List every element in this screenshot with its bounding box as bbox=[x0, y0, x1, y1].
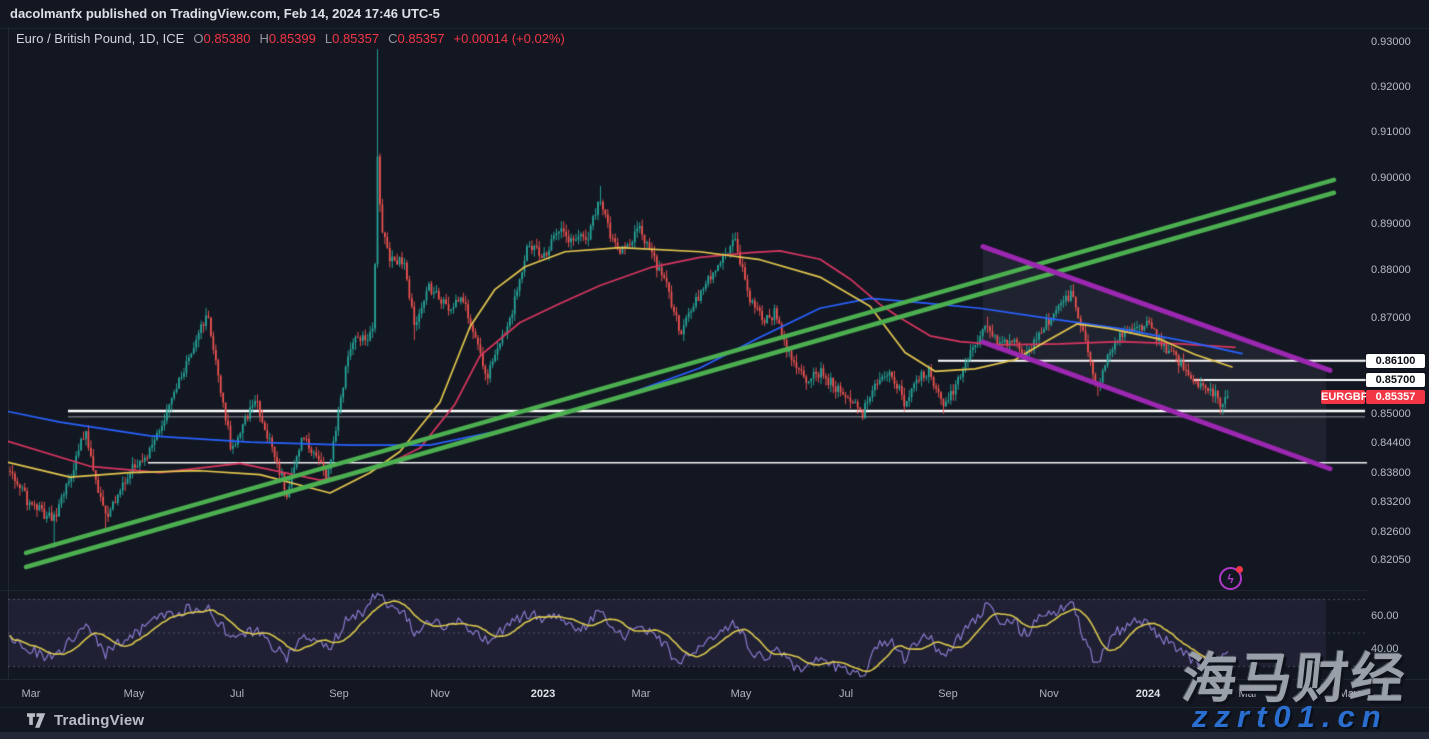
lightning-icon: ϟ bbox=[1227, 571, 1234, 586]
time-axis-label: May bbox=[730, 688, 752, 700]
resistance-price-label-2: 0.85700 bbox=[1366, 372, 1425, 387]
watermark-url: zzrt01.cn bbox=[1192, 699, 1388, 734]
price-axis-tick: 0.82600 bbox=[1371, 526, 1411, 539]
price-axis-tick: 0.82050 bbox=[1371, 553, 1411, 566]
price-axis-tick: 0.89000 bbox=[1371, 217, 1411, 230]
plot-left-border bbox=[8, 28, 9, 679]
tradingview-logo-icon bbox=[27, 713, 46, 728]
price-axis-tick: 0.92000 bbox=[1371, 80, 1411, 93]
time-axis-bottom-border bbox=[0, 707, 1429, 708]
time-axis-label: 2024 bbox=[1135, 688, 1161, 700]
time-axis-label: May bbox=[123, 688, 145, 700]
price-axis-tick: 0.93000 bbox=[1371, 36, 1411, 48]
price-axis-tick: 0.91000 bbox=[1371, 125, 1411, 138]
time-axis-label: Sep bbox=[329, 688, 349, 700]
ohlc-item: L0.85357 bbox=[324, 31, 380, 46]
tradingview-logo-text: TradingView bbox=[54, 712, 145, 729]
symbol-title[interactable]: Euro / British Pound, 1D, ICE bbox=[16, 31, 185, 46]
time-axis-label: Jul bbox=[229, 688, 245, 700]
ohlc-item: H0.85399 bbox=[259, 31, 316, 46]
time-axis-label: Mar bbox=[1238, 688, 1258, 700]
price-axis-tick: 0.90000 bbox=[1371, 171, 1411, 184]
price-axis-tick: 0.84400 bbox=[1371, 437, 1411, 450]
ohlc-item: C0.85357 bbox=[388, 31, 445, 46]
last-price-symbol-badge: EURGBP bbox=[1321, 389, 1369, 404]
time-axis-label: 2023 bbox=[530, 688, 556, 700]
bottom-strip bbox=[0, 732, 1429, 739]
time-axis-label: Nov bbox=[430, 688, 450, 700]
notification-dot-icon bbox=[1236, 566, 1243, 573]
time-axis-label: Jul bbox=[838, 688, 854, 700]
price-axis-tick: 0.87000 bbox=[1371, 311, 1411, 324]
price-axis-tick: 0.83800 bbox=[1371, 466, 1411, 479]
price-axis-tick: 0.83200 bbox=[1371, 496, 1411, 509]
time-axis-label: Sep bbox=[938, 688, 958, 700]
ohlc-values: O0.85380 H0.85399 L0.85357 C0.85357 bbox=[193, 31, 444, 46]
last-price-badge: 0.85357 bbox=[1366, 389, 1425, 404]
resistance-price-label-1: 0.86100 bbox=[1366, 353, 1425, 368]
pulse-notification-button[interactable]: ϟ bbox=[1219, 566, 1243, 590]
time-axis-label: Mar bbox=[631, 688, 651, 700]
tradingview-logo[interactable]: TradingView bbox=[27, 712, 144, 729]
price-axis-tick: 0.88000 bbox=[1371, 264, 1411, 277]
price-change: +0.00014 (+0.02%) bbox=[453, 31, 565, 46]
time-axis-top-border bbox=[0, 679, 1429, 680]
rsi-axis-label: 60.00 bbox=[1371, 609, 1399, 622]
rsi-axis-label: 40.00 bbox=[1371, 643, 1399, 656]
time-axis-label: Mar bbox=[21, 688, 41, 700]
time-axis-label: May bbox=[1338, 688, 1360, 700]
price-axis-tick: 0.85000 bbox=[1371, 407, 1411, 420]
ohlc-item: O0.85380 bbox=[193, 31, 251, 46]
chart-legend[interactable]: Euro / British Pound, 1D, ICE O0.85380 H0… bbox=[16, 31, 565, 46]
pane-separator[interactable] bbox=[0, 590, 1367, 591]
time-axis-label: Nov bbox=[1039, 688, 1059, 700]
